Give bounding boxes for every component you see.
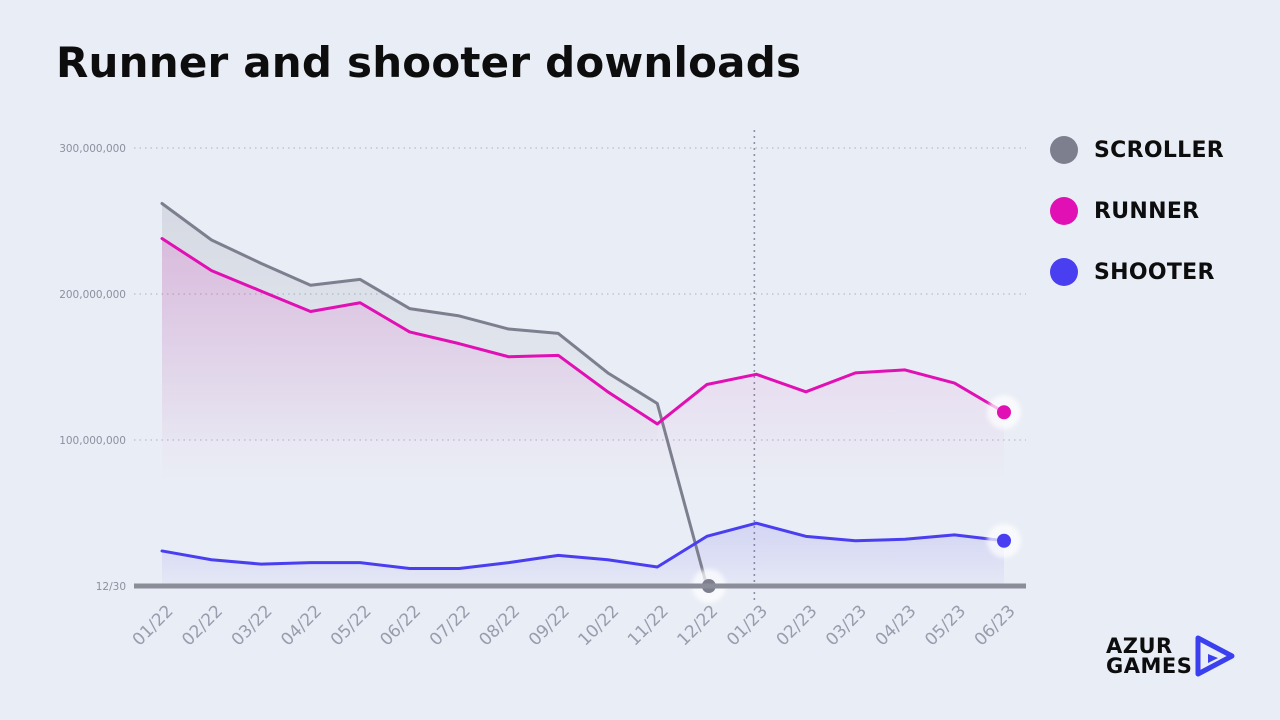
y-tick-label-1: 100,000,000 (59, 435, 126, 447)
area-runner (162, 238, 1004, 480)
x-tick-label-9: 10/22 (575, 601, 624, 650)
x-tick-label-10: 11/22 (624, 601, 673, 650)
logo-text: AZUR GAMES (1106, 634, 1193, 678)
azur-games-logo: AZUR GAMES (1106, 634, 1236, 678)
legend-swatch-scroller (1050, 136, 1078, 164)
series-line-shooter (160, 521, 1006, 570)
legend-label-scroller: SCROLLER (1094, 137, 1225, 163)
line-layer (160, 201, 1006, 588)
logo-line-2: GAMES (1106, 654, 1193, 678)
legend-swatch-runner (1050, 197, 1078, 225)
x-tick-label-17: 06/23 (971, 601, 1020, 650)
legend-swatch-shooter (1050, 258, 1078, 286)
y-tick-label-2: 200,000,000 (59, 289, 126, 301)
x-tick-label-14: 03/23 (822, 601, 871, 650)
x-tick-label-0: 01/22 (129, 601, 178, 650)
legend-item-scroller: SCROLLER (1050, 132, 1224, 168)
x-tick-label-1: 02/22 (178, 601, 227, 650)
logo-line-1: AZUR (1106, 634, 1173, 658)
x-tick-label-5: 06/22 (376, 601, 425, 650)
x-tick-label-2: 03/22 (228, 601, 277, 650)
area-shooter (162, 523, 1004, 586)
x-tick-label-6: 07/22 (426, 601, 475, 650)
series-line-scroller (160, 201, 709, 588)
x-tick-label-7: 08/22 (475, 601, 524, 650)
x-tick-label-15: 04/23 (872, 601, 921, 650)
area-layer (162, 203, 1004, 586)
legend-label-runner: RUNNER (1094, 198, 1200, 224)
x-tick-label-3: 04/22 (277, 601, 326, 650)
chart-title: Runner and shooter downloads (56, 38, 802, 87)
end-marker-shooter (997, 533, 1011, 548)
legend-item-runner: RUNNER (1050, 193, 1224, 229)
series-line-runner (160, 237, 1006, 426)
x-tick-label-16: 05/23 (921, 601, 970, 650)
play-arrow-icon (1195, 635, 1235, 677)
x-tick-label-4: 05/22 (327, 601, 376, 650)
x-tick-label-13: 02/23 (773, 601, 822, 650)
x-tick-label-12: 01/23 (723, 601, 772, 650)
end-marker-runner (997, 405, 1011, 420)
y-tick-label-0: 12/30 (96, 581, 126, 593)
x-tick-label-11: 12/22 (674, 601, 723, 650)
y-tick-label-3: 300,000,000 (59, 143, 126, 155)
legend: SCROLLER RUNNER SHOOTER (1050, 132, 1224, 315)
legend-label-shooter: SHOOTER (1094, 259, 1215, 285)
x-tick-label-8: 09/22 (525, 601, 574, 650)
legend-item-shooter: SHOOTER (1050, 254, 1224, 290)
